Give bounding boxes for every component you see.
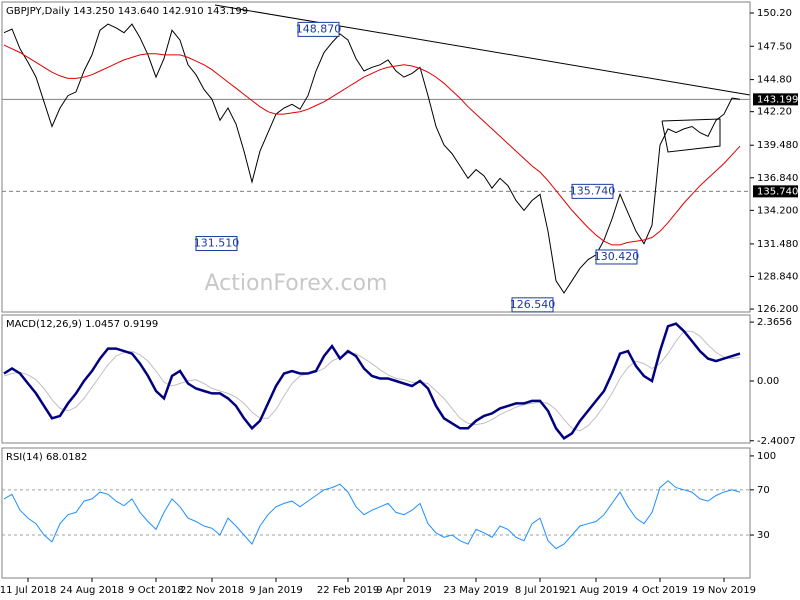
x-tick-label: 23 May 2019: [443, 585, 508, 596]
panel-frame: [1, 1, 751, 313]
price-label-box: [753, 93, 798, 106]
x-tick-label: 9 Oct 2018: [128, 585, 183, 596]
price-label-box: [753, 185, 798, 198]
y-tick-label: 70: [757, 485, 770, 496]
annotation: 135.740: [570, 184, 616, 197]
y-tick-label: 142.20: [757, 107, 792, 118]
flag-pattern: [661, 118, 721, 153]
x-tick-label: 4 Oct 2019: [632, 585, 687, 596]
x-tick-label: 21 Aug 2019: [564, 585, 628, 596]
y-tick-label: 126.200: [757, 304, 798, 315]
annotation-box: [595, 249, 638, 265]
watermark: ActionForex.com: [205, 271, 388, 296]
annotation: 148.870: [296, 22, 342, 35]
annotation: 126.540: [510, 298, 556, 311]
series-line: [3, 322, 741, 440]
x-tick-label: 9 Apr 2019: [376, 585, 431, 596]
y-tick-label: 100: [757, 451, 776, 462]
y-tick-label: 2.3656: [757, 317, 792, 328]
annotation: 131.510: [194, 237, 240, 250]
x-tick-label: 8 Jul 2019: [515, 585, 565, 596]
series-line: [3, 480, 741, 550]
panel-frame: [1, 447, 751, 579]
trend-line: [214, 4, 751, 96]
panel-title: MACD(12,26,9) 1.0457 0.9199: [6, 319, 158, 330]
y-tick-label: 150.20: [757, 8, 792, 19]
price-label: 135.740: [757, 186, 798, 197]
y-tick-label: 144.80: [757, 75, 792, 86]
x-tick-label: 24 Aug 2018: [60, 585, 124, 596]
x-tick-label: 11 Jul 2018: [0, 585, 56, 596]
x-tick-label: 9 Jan 2019: [249, 585, 303, 596]
x-tick-label: 19 Nov 2019: [692, 585, 756, 596]
x-tick-label: 22 Nov 2018: [180, 585, 244, 596]
panel-title: GBPJPY,Daily 143.250 143.640 142.910 143…: [6, 6, 248, 17]
annotation-box: [195, 236, 238, 252]
panel-frame: [1, 314, 751, 444]
series-line: [3, 23, 741, 294]
y-tick-label: 131.480: [757, 239, 798, 250]
y-tick-label: 134.200: [757, 205, 798, 216]
price-label: 143.199: [757, 94, 798, 105]
y-tick-label: 136.840: [757, 173, 798, 184]
annotation-box: [297, 21, 340, 37]
y-tick-label: 139.480: [757, 140, 798, 151]
y-tick-label: 30: [757, 530, 770, 541]
y-tick-label: 0.00: [757, 376, 779, 387]
annotation-box: [571, 183, 614, 199]
annotation-box: [511, 297, 554, 313]
panel-title: RSI(14) 68.0182: [6, 452, 87, 463]
x-tick-label: 22 Feb 2019: [317, 585, 379, 596]
y-tick-label: 147.50: [757, 41, 792, 52]
annotation: 130.420: [594, 250, 640, 263]
y-tick-label: 128.840: [757, 271, 798, 282]
series-line: [3, 44, 741, 246]
y-tick-label: -2.4007: [757, 436, 796, 447]
